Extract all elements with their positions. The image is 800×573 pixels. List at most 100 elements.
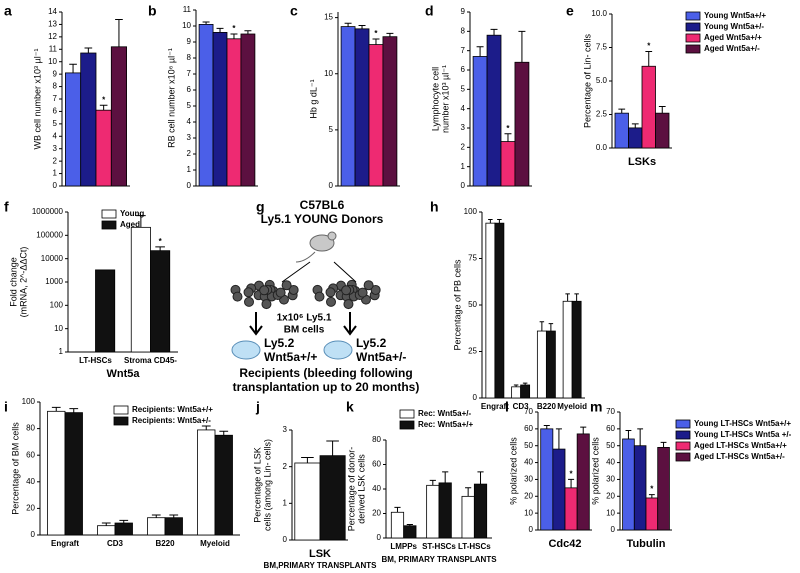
y-tick-label: 40 xyxy=(606,458,615,467)
bar xyxy=(382,36,398,187)
cell xyxy=(261,299,272,310)
diagram-title: C57BL6 xyxy=(300,198,345,212)
y-tick-label: 0 xyxy=(187,181,192,190)
y-tick-label: 20 xyxy=(372,509,381,518)
panel-letter: m xyxy=(590,399,602,415)
legend-swatch xyxy=(113,405,129,415)
y-tick-label: 70 xyxy=(524,407,533,416)
error-bar xyxy=(658,105,666,114)
error-bar xyxy=(69,408,79,413)
y-axis-label: derived LSK cells xyxy=(356,454,366,524)
x-tick-label: B220 xyxy=(537,402,557,411)
legend-swatch xyxy=(101,209,117,219)
error-bar xyxy=(497,218,502,224)
y-tick-label: 1000 xyxy=(45,277,63,286)
y-tick-label: 60 xyxy=(372,460,381,469)
y-tick-label: 6 xyxy=(461,65,466,74)
y-tick-label: 25 xyxy=(468,347,477,356)
bar xyxy=(95,109,112,187)
bar xyxy=(500,141,516,187)
recipient-label: Ly5.2 xyxy=(356,336,387,350)
error-bar xyxy=(618,108,626,114)
bar xyxy=(64,412,83,536)
x-axis-label: BM,PRIMARY TRANSPLANTS xyxy=(264,561,378,570)
y-tick-label: 1 xyxy=(461,162,466,171)
panel-letter: i xyxy=(4,399,8,415)
cell xyxy=(244,296,255,307)
y-tick-label: 9 xyxy=(187,37,192,46)
error-bar xyxy=(358,24,366,29)
y-tick-label: 11 xyxy=(183,5,192,14)
bar xyxy=(514,61,530,187)
bar xyxy=(212,32,228,187)
x-axis-label: Wnt5a xyxy=(107,368,141,380)
error-bar xyxy=(372,38,380,45)
y-tick-label: 5 xyxy=(53,119,58,128)
y-tick-label: 2 xyxy=(283,462,288,471)
legend-swatch xyxy=(685,11,701,21)
error-bar xyxy=(637,428,644,446)
y-tick-label: 7 xyxy=(53,94,58,103)
donor-mouse xyxy=(309,234,335,252)
legend-swatch xyxy=(675,419,691,429)
legend-label: Aged Wnt5a+/- xyxy=(704,44,760,53)
error-bar xyxy=(155,246,165,251)
legend-swatch xyxy=(685,33,701,43)
error-bar xyxy=(555,428,562,450)
x-tick-label: LMPPs xyxy=(390,542,417,551)
y-tick-label: 100 xyxy=(464,207,478,216)
bar xyxy=(47,410,66,536)
y-tick-label: 0 xyxy=(53,181,58,190)
y-tick-label: 60 xyxy=(524,424,533,433)
y-axis-label: Percentage of Lin- cells xyxy=(582,33,592,128)
error-bar xyxy=(119,519,129,524)
panel-letter: h xyxy=(430,199,439,215)
y-tick-label: 0 xyxy=(377,533,382,542)
bar xyxy=(114,522,133,536)
y-tick-label: 2.5 xyxy=(596,110,608,119)
error-bar xyxy=(625,430,632,439)
y-tick-label: 5.0 xyxy=(596,76,608,85)
bar xyxy=(622,438,635,531)
cell xyxy=(275,287,286,298)
cell xyxy=(288,284,299,295)
legend-swatch xyxy=(399,409,415,419)
bar xyxy=(164,517,183,536)
y-tick-label: 8 xyxy=(53,82,58,91)
y-axis-label: cells (among Lin- cells) xyxy=(262,439,272,531)
x-tick-label: LT-HSCs xyxy=(458,542,491,551)
bar xyxy=(486,34,502,187)
y-tick-label: 4 xyxy=(53,131,58,140)
y-tick-label: 10000 xyxy=(41,254,64,263)
legend-swatch xyxy=(399,420,415,430)
x-tick-label: CD3 xyxy=(513,402,530,411)
recipient-label: Wnt5a+/+ xyxy=(264,350,317,364)
cell xyxy=(314,291,325,302)
y-tick-label: 100 xyxy=(22,397,36,406)
error-bar xyxy=(169,514,179,518)
bar xyxy=(226,38,242,187)
recipient-label: Wnt5a+/- xyxy=(356,350,406,364)
bar xyxy=(214,434,233,536)
significance-mark: * xyxy=(647,42,651,51)
bar xyxy=(319,455,346,541)
x-tick-label: B220 xyxy=(155,539,175,548)
y-tick-label: 7 xyxy=(187,69,192,78)
y-axis-label: WB cell number x10³ µl⁻¹ xyxy=(32,49,42,150)
x-tick-label: Myeloid xyxy=(200,539,230,548)
x-tick-label: CD3 xyxy=(107,539,124,548)
bar xyxy=(571,300,582,399)
y-tick-label: 60 xyxy=(26,450,35,459)
y-tick-label: 3 xyxy=(461,123,466,132)
y-tick-label: 50 xyxy=(524,441,533,450)
significance-mark: * xyxy=(102,95,106,104)
cell xyxy=(343,299,354,310)
error-bar xyxy=(580,426,587,434)
bar xyxy=(645,497,659,531)
bar xyxy=(655,112,670,149)
error-bar xyxy=(386,32,394,37)
cell xyxy=(341,285,352,296)
legend-label: Recipients: Wnt5a+/- xyxy=(132,416,211,425)
bar xyxy=(633,445,647,531)
